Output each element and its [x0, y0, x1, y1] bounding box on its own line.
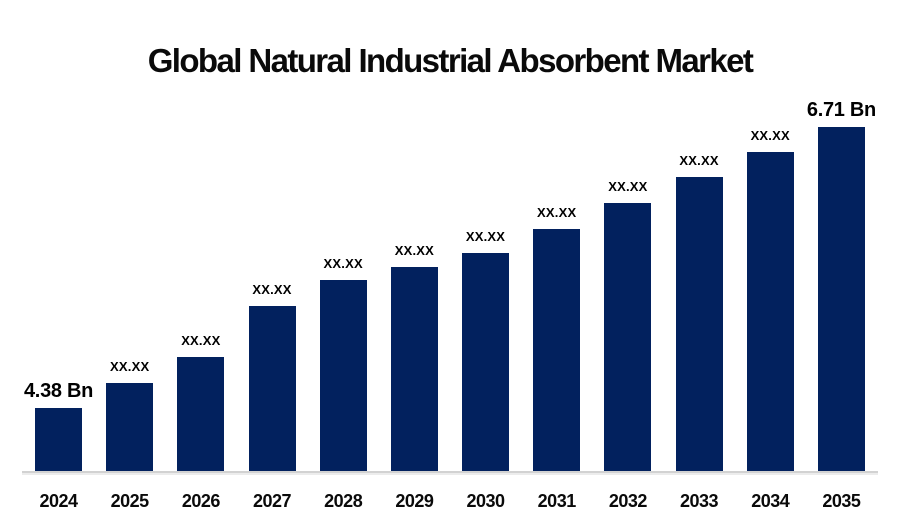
x-axis-tick-label: 2028	[324, 491, 363, 511]
bar	[248, 306, 296, 472]
x-axis-line	[22, 471, 878, 475]
bar-column: XX.XX	[106, 358, 154, 472]
x-axis-tick-label: 2031	[537, 491, 577, 511]
bar-column: XX.XX	[177, 332, 225, 472]
bar-value-label: XX.XX	[110, 358, 150, 374]
x-axis-tick-label: 2027	[252, 491, 292, 511]
x-axis-tick-label: 2033	[680, 491, 719, 511]
bar	[177, 357, 225, 472]
bar	[533, 229, 581, 472]
bar	[319, 280, 367, 472]
x-axis-tick-label: 2026	[181, 491, 221, 511]
bar	[462, 253, 510, 472]
bar	[106, 383, 154, 472]
bar-column: XX.XX	[604, 178, 652, 472]
bar-column: XX.XX	[248, 281, 296, 472]
bar-value-label: XX.XX	[537, 204, 577, 220]
bar	[390, 267, 438, 472]
chart-title: Global Natural Industrial Absorbent Mark…	[147, 42, 754, 80]
bar-value-label: XX.XX	[608, 178, 648, 194]
bar	[746, 152, 794, 472]
bar	[817, 127, 865, 472]
bar-value-label: XX.XX	[252, 281, 292, 297]
bar-column: XX.XX	[319, 255, 367, 472]
x-axis-tick-label: 2025	[110, 491, 150, 511]
bar-column: 4.38 Bn	[24, 380, 93, 472]
bar-column: XX.XX	[746, 127, 794, 472]
bar-value-label: XX.XX	[465, 228, 506, 244]
bar-column: XX.XX	[390, 242, 438, 472]
bar-column: XX.XX	[462, 228, 510, 472]
bar	[35, 408, 82, 472]
x-axis-tick-label: 2029	[395, 491, 434, 511]
bar-value-label: XX.XX	[323, 255, 363, 271]
bar-value-label: 4.38 Bn	[23, 380, 94, 402]
bar-value-label: XX.XX	[750, 127, 790, 143]
bar-value-label: XX.XX	[679, 152, 719, 168]
bar-column: XX.XX	[675, 152, 723, 472]
bar	[675, 177, 723, 472]
bar-column: 6.71 Bn	[807, 99, 876, 472]
x-axis-tick-label: 2034	[751, 491, 790, 511]
bar-value-label: XX.XX	[181, 332, 221, 348]
bar-value-label: 6.71 Bn	[806, 99, 876, 121]
x-axis-labels: 2024 2025 2026 2027 2028 2029 2030 2031 2032 2033…	[35, 491, 865, 512]
x-axis-tick-label: 2035	[822, 491, 861, 511]
bar	[604, 203, 652, 472]
x-axis-tick-label: 2030	[466, 491, 506, 511]
x-axis-tick-label: 2024	[39, 491, 78, 511]
bar-value-label: XX.XX	[394, 242, 434, 258]
bar-chart-plot-area: 4.38 Bn XX.XX XX.XX XX.XX XX.XX XX.XX XX.XX XX.…	[24, 72, 876, 472]
bar-column: XX.XX	[533, 204, 581, 472]
x-axis-tick-label: 2032	[608, 491, 648, 511]
